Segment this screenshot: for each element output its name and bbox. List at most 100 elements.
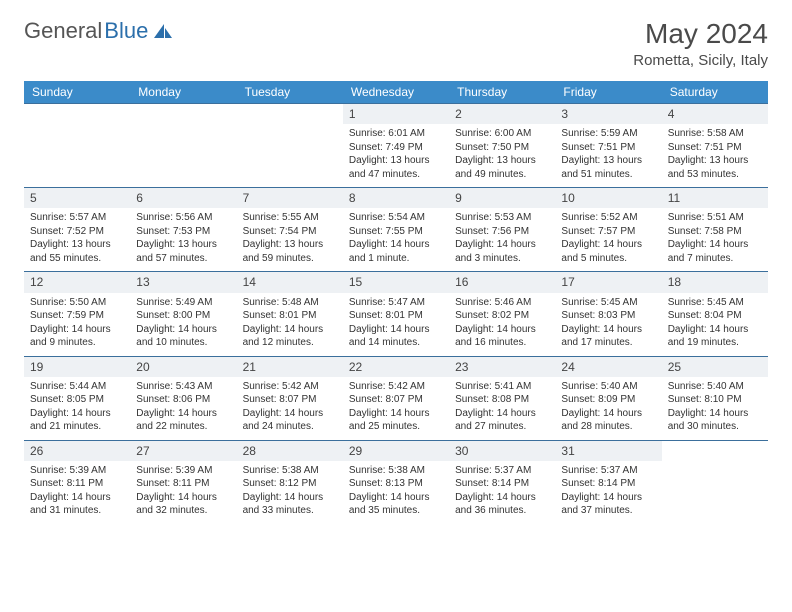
daylight-text: and 59 minutes. [243,252,337,266]
daylight-text: and 37 minutes. [561,504,655,518]
daylight-text: and 33 minutes. [243,504,337,518]
daylight-text: Daylight: 13 hours [668,154,762,168]
sunset-text: Sunset: 7:51 PM [561,141,655,155]
day-number: 9 [449,188,555,208]
week-row: ...1Sunrise: 6:01 AMSunset: 7:49 PMDayli… [24,103,768,187]
day-number: 16 [449,272,555,292]
sunset-text: Sunset: 7:55 PM [349,225,443,239]
daylight-text: and 9 minutes. [30,336,124,350]
daylight-text: and 35 minutes. [349,504,443,518]
sunrise-text: Sunrise: 5:40 AM [561,380,655,394]
sunset-text: Sunset: 8:14 PM [561,477,655,491]
day-number: 20 [130,357,236,377]
day-cell: 5Sunrise: 5:57 AMSunset: 7:52 PMDaylight… [24,188,130,271]
daylight-text: Daylight: 13 hours [561,154,655,168]
sunrise-text: Sunrise: 5:43 AM [136,380,230,394]
day-cell: 25Sunrise: 5:40 AMSunset: 8:10 PMDayligh… [662,357,768,440]
daylight-text: Daylight: 14 hours [349,238,443,252]
week-row: 5Sunrise: 5:57 AMSunset: 7:52 PMDaylight… [24,187,768,271]
day-cell: 16Sunrise: 5:46 AMSunset: 8:02 PMDayligh… [449,272,555,355]
daylight-text: Daylight: 14 hours [668,323,762,337]
daylight-text: and 16 minutes. [455,336,549,350]
weekday-header: Friday [555,81,661,103]
day-cell: 22Sunrise: 5:42 AMSunset: 8:07 PMDayligh… [343,357,449,440]
day-number: 22 [343,357,449,377]
day-number: 25 [662,357,768,377]
week-row: 19Sunrise: 5:44 AMSunset: 8:05 PMDayligh… [24,356,768,440]
day-cell: 13Sunrise: 5:49 AMSunset: 8:00 PMDayligh… [130,272,236,355]
sunrise-text: Sunrise: 5:45 AM [561,296,655,310]
daylight-text: Daylight: 14 hours [455,238,549,252]
daylight-text: and 55 minutes. [30,252,124,266]
day-cell: 7Sunrise: 5:55 AMSunset: 7:54 PMDaylight… [237,188,343,271]
sunset-text: Sunset: 8:00 PM [136,309,230,323]
sunrise-text: Sunrise: 6:01 AM [349,127,443,141]
day-cell: 18 Sunrise: 5:45 AMSunset: 8:04 PMDayligh… [662,272,768,355]
day-number: 3 [555,104,661,124]
sunset-text: Sunset: 7:57 PM [561,225,655,239]
sunrise-text: Sunrise: 5:55 AM [243,211,337,225]
day-cell: 28Sunrise: 5:38 AMSunset: 8:12 PMDayligh… [237,441,343,524]
day-number: 18 [662,272,768,292]
weekday-header: Thursday [449,81,555,103]
day-number: 30 [449,441,555,461]
sunrise-text: Sunrise: 5:39 AM [136,464,230,478]
weekday-header: Saturday [662,81,768,103]
day-cell: . [237,104,343,187]
day-number: 1 [343,104,449,124]
day-cell: . [662,441,768,524]
day-number: 26 [24,441,130,461]
month-title: May 2024 [633,18,768,50]
day-cell: . [24,104,130,187]
logo: GeneralBlue [24,18,174,44]
day-number: 4 [662,104,768,124]
day-cell: 12Sunrise: 5:50 AMSunset: 7:59 PMDayligh… [24,272,130,355]
sunrise-text: Sunrise: 5:58 AM [668,127,762,141]
daylight-text: and 1 minute. [349,252,443,266]
sunrise-text: Sunrise: 5:45 AM [668,296,762,310]
header: GeneralBlue May 2024 Rometta, Sicily, It… [24,18,768,69]
day-cell: . [130,104,236,187]
sunset-text: Sunset: 8:13 PM [349,477,443,491]
day-number: 8 [343,188,449,208]
sunset-text: Sunset: 7:59 PM [30,309,124,323]
sunset-text: Sunset: 8:04 PM [668,309,762,323]
day-cell: 20 Sunrise: 5:43 AMSunset: 8:06 PMDayligh… [130,357,236,440]
day-number: 2 [449,104,555,124]
logo-sail-icon [152,22,174,40]
daylight-text: Daylight: 14 hours [561,323,655,337]
day-cell: 23Sunrise: 5:41 AMSunset: 8:08 PMDayligh… [449,357,555,440]
sunset-text: Sunset: 8:02 PM [455,309,549,323]
daylight-text: and 14 minutes. [349,336,443,350]
sunrise-text: Sunrise: 5:42 AM [349,380,443,394]
daylight-text: Daylight: 14 hours [30,323,124,337]
sunrise-text: Sunrise: 5:38 AM [243,464,337,478]
sunset-text: Sunset: 8:14 PM [455,477,549,491]
daylight-text: Daylight: 14 hours [136,407,230,421]
sunset-text: Sunset: 7:52 PM [30,225,124,239]
sunrise-text: Sunrise: 5:52 AM [561,211,655,225]
weekday-header: Wednesday [343,81,449,103]
daylight-text: Daylight: 14 hours [561,238,655,252]
day-cell: 10Sunrise: 5:52 AMSunset: 7:57 PMDayligh… [555,188,661,271]
sunrise-text: Sunrise: 5:42 AM [243,380,337,394]
daylight-text: and 19 minutes. [668,336,762,350]
day-cell: 19Sunrise: 5:44 AMSunset: 8:05 PMDayligh… [24,357,130,440]
sunset-text: Sunset: 8:11 PM [30,477,124,491]
day-cell: 9Sunrise: 5:53 AMSunset: 7:56 PMDaylight… [449,188,555,271]
daylight-text: Daylight: 13 hours [136,238,230,252]
sunrise-text: Sunrise: 5:51 AM [668,211,762,225]
daylight-text: and 30 minutes. [668,420,762,434]
logo-text-blue: Blue [104,18,148,44]
daylight-text: Daylight: 14 hours [136,491,230,505]
sunset-text: Sunset: 8:06 PM [136,393,230,407]
day-number: 28 [237,441,343,461]
sunset-text: Sunset: 8:05 PM [30,393,124,407]
sunset-text: Sunset: 8:03 PM [561,309,655,323]
sunset-text: Sunset: 8:11 PM [136,477,230,491]
daylight-text: Daylight: 13 hours [243,238,337,252]
daylight-text: Daylight: 13 hours [30,238,124,252]
daylight-text: Daylight: 14 hours [136,323,230,337]
sunrise-text: Sunrise: 6:00 AM [455,127,549,141]
weekday-header: Sunday [24,81,130,103]
